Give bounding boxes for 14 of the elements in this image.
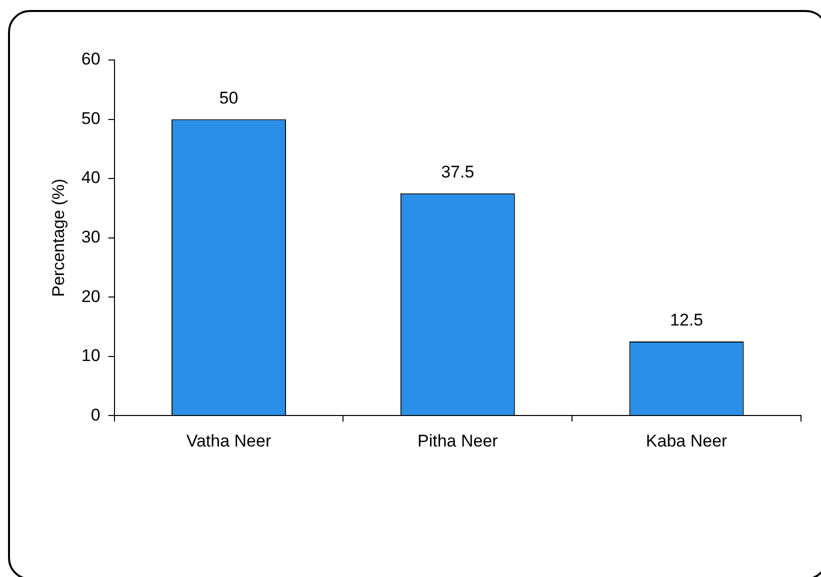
x-tick-label: Vatha Neer	[186, 431, 272, 450]
x-tick-label: Pitha Neer	[417, 431, 498, 450]
y-tick-label: 60	[81, 50, 100, 69]
y-axis-title: Percentage (%)	[48, 178, 68, 297]
y-tick-label: 10	[81, 346, 100, 366]
data-label: 50	[219, 88, 238, 108]
y-tick-label: 50	[81, 108, 100, 128]
x-tick-label: Kaba Neer	[646, 431, 728, 450]
data-label: 37.5	[441, 162, 474, 182]
y-tick-label: 20	[81, 286, 100, 306]
y-tick-label: 30	[81, 227, 100, 246]
data-label: 12.5	[670, 310, 704, 330]
y-tick-label: 40	[81, 168, 100, 188]
y-tick-label: 0	[90, 405, 100, 424]
